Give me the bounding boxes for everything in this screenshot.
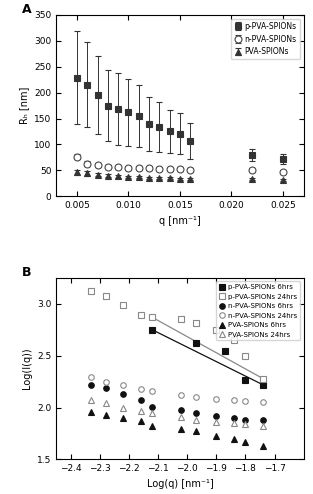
Legend: p-PVA-SPIONs, n-PVA-SPIONs, PVA-SPIONs: p-PVA-SPIONs, n-PVA-SPIONs, PVA-SPIONs (231, 19, 300, 59)
Line: PVA-SPIONs 24hrs: PVA-SPIONs 24hrs (89, 398, 266, 429)
n-PVA-SPIONs 6hrs (261, 417, 265, 423)
X-axis label: q [nm⁻¹]: q [nm⁻¹] (159, 216, 201, 226)
PVA-SPIONs 6hrs (232, 436, 236, 442)
Line: p-PVA-SPIONs 24hrs: p-PVA-SPIONs 24hrs (89, 288, 266, 381)
n-PVA-SPIONs 24hrs (244, 398, 247, 404)
PVA-SPIONs 24hrs (232, 420, 236, 426)
p-PVA-SPIONs 24hrs (261, 375, 265, 381)
p-PVA-SPIONs 6hrs (261, 382, 265, 388)
PVA-SPIONs 6hrs (121, 415, 125, 421)
Line: PVA-SPIONs 6hrs: PVA-SPIONs 6hrs (89, 409, 266, 449)
p-PVA-SPIONs 24hrs (232, 337, 236, 343)
p-PVA-SPIONs 24hrs (214, 327, 218, 333)
PVA-SPIONs 6hrs (194, 428, 198, 434)
n-PVA-SPIONs 6hrs (214, 413, 218, 419)
p-PVA-SPIONs 24hrs (194, 320, 198, 326)
PVA-SPIONs 24hrs (244, 421, 247, 427)
p-PVA-SPIONs 24hrs (151, 314, 154, 320)
n-PVA-SPIONs 6hrs (232, 415, 236, 421)
p-PVA-SPIONs 24hrs (139, 312, 143, 318)
n-PVA-SPIONs 24hrs (232, 397, 236, 403)
p-PVA-SPIONs 24hrs (104, 292, 108, 298)
n-PVA-SPIONs 6hrs (151, 404, 154, 410)
n-PVA-SPIONs 6hrs (244, 417, 247, 423)
p-PVA-SPIONs 6hrs (151, 327, 154, 333)
PVA-SPIONs 24hrs (90, 397, 93, 403)
n-PVA-SPIONs 24hrs (214, 396, 218, 402)
n-PVA-SPIONs 6hrs (121, 391, 125, 397)
PVA-SPIONs 24hrs (180, 414, 183, 420)
PVA-SPIONs 24hrs (194, 417, 198, 423)
PVA-SPIONs 6hrs (244, 439, 247, 445)
n-PVA-SPIONs 24hrs (261, 400, 265, 406)
n-PVA-SPIONs 24hrs (121, 382, 125, 388)
PVA-SPIONs 24hrs (121, 405, 125, 411)
p-PVA-SPIONs 6hrs (244, 376, 247, 382)
Line: n-PVA-SPIONs 6hrs: n-PVA-SPIONs 6hrs (89, 382, 266, 423)
Line: n-PVA-SPIONs 24hrs: n-PVA-SPIONs 24hrs (89, 375, 266, 405)
PVA-SPIONs 6hrs (90, 409, 93, 414)
p-PVA-SPIONs 24hrs (180, 317, 183, 323)
PVA-SPIONs 24hrs (214, 419, 218, 425)
n-PVA-SPIONs 24hrs (180, 392, 183, 398)
PVA-SPIONs 6hrs (151, 423, 154, 429)
PVA-SPIONs 6hrs (214, 433, 218, 439)
n-PVA-SPIONs 24hrs (90, 374, 93, 380)
Line: p-PVA-SPIONs 6hrs: p-PVA-SPIONs 6hrs (150, 327, 266, 387)
n-PVA-SPIONs 24hrs (151, 388, 154, 394)
n-PVA-SPIONs 24hrs (104, 379, 108, 385)
Text: B: B (22, 266, 31, 279)
n-PVA-SPIONs 6hrs (139, 397, 143, 403)
n-PVA-SPIONs 6hrs (104, 385, 108, 391)
Text: A: A (22, 3, 31, 16)
PVA-SPIONs 6hrs (261, 443, 265, 449)
p-PVA-SPIONs 24hrs (244, 353, 247, 359)
PVA-SPIONs 24hrs (104, 401, 108, 407)
PVA-SPIONs 6hrs (180, 426, 183, 432)
X-axis label: Log(q) [nm⁻¹]: Log(q) [nm⁻¹] (146, 479, 213, 489)
PVA-SPIONs 24hrs (261, 423, 265, 429)
Legend: p-PVA-SPIONs 6hrs, p-PVA-SPIONs 24hrs, n-PVA-SPIONs 6hrs, n-PVA-SPIONs 24hrs, PV: p-PVA-SPIONs 6hrs, p-PVA-SPIONs 24hrs, n… (216, 282, 300, 340)
PVA-SPIONs 24hrs (139, 408, 143, 413)
p-PVA-SPIONs 6hrs (194, 340, 198, 346)
PVA-SPIONs 6hrs (139, 418, 143, 424)
Y-axis label: Log(I(q)): Log(I(q)) (22, 348, 32, 389)
n-PVA-SPIONs 6hrs (180, 407, 183, 412)
n-PVA-SPIONs 6hrs (90, 382, 93, 388)
n-PVA-SPIONs 24hrs (139, 386, 143, 392)
n-PVA-SPIONs 24hrs (194, 394, 198, 400)
p-PVA-SPIONs 6hrs (223, 348, 227, 354)
PVA-SPIONs 6hrs (104, 412, 108, 418)
PVA-SPIONs 24hrs (151, 410, 154, 416)
p-PVA-SPIONs 24hrs (90, 288, 93, 294)
Y-axis label: Rₕ [nm]: Rₕ [nm] (19, 87, 29, 124)
p-PVA-SPIONs 24hrs (121, 302, 125, 308)
n-PVA-SPIONs 6hrs (194, 410, 198, 416)
